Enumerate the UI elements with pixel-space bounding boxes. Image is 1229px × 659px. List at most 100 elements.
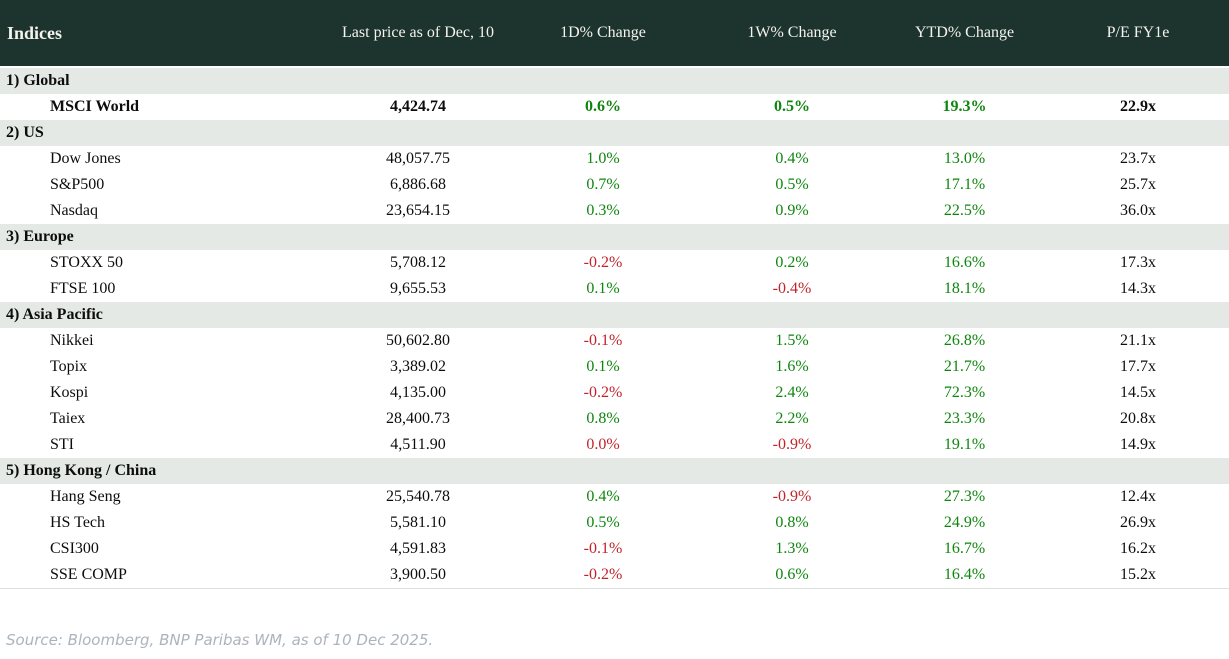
pe-fy1e: 20.8x: [1120, 410, 1156, 427]
last-price: 6,886.68: [390, 176, 446, 193]
pe-fy1e: 23.7x: [1120, 150, 1156, 167]
last-price: 4,511.90: [390, 436, 446, 453]
section-row: 1) Global: [0, 67, 1229, 94]
change-ytd: 13.0%: [943, 150, 986, 167]
change-ytd: 16.6%: [943, 254, 986, 271]
index-name: STOXX 50: [50, 254, 124, 271]
index-name: Dow Jones: [50, 150, 121, 167]
pe-fy1e: 14.3x: [1120, 280, 1156, 297]
index-row: S&P500 6,886.68 0.7% 0.5% 17.1% 25.7x: [0, 172, 1229, 198]
change-ytd: 72.3%: [943, 384, 986, 401]
change-1d: 0.5%: [586, 514, 620, 531]
change-ytd: 19.3%: [942, 98, 987, 115]
index-row: Kospi 4,135.00 -0.2% 2.4% 72.3% 14.5x: [0, 380, 1229, 406]
index-row: Nikkei 50,602.80 -0.1% 1.5% 26.8% 21.1x: [0, 328, 1229, 354]
index-row: SSE COMP 3,900.50 -0.2% 0.6% 16.4% 15.2x: [0, 562, 1229, 589]
last-price: 4,424.74: [390, 98, 446, 115]
pe-fy1e: 26.9x: [1120, 514, 1156, 531]
change-1w: 0.5%: [774, 98, 810, 115]
change-1w: 1.3%: [775, 540, 809, 557]
last-price: 4,591.83: [390, 540, 446, 557]
change-ytd: 23.3%: [943, 410, 986, 427]
last-price: 23,654.15: [386, 202, 450, 219]
index-row: STOXX 50 5,708.12 -0.2% 0.2% 16.6% 17.3x: [0, 250, 1229, 276]
change-1w: -0.9%: [772, 488, 812, 505]
index-row: STI 4,511.90 0.0% -0.9% 19.1% 14.9x: [0, 432, 1229, 458]
change-ytd: 22.5%: [943, 202, 986, 219]
change-1w: 2.2%: [775, 410, 809, 427]
pe-fy1e: 25.7x: [1120, 176, 1156, 193]
section-row: 2) US: [0, 120, 1229, 146]
header-row: Indices Last price as of Dec, 10 1D% Cha…: [0, 0, 1229, 68]
pe-fy1e: 36.0x: [1120, 202, 1156, 219]
indices-table: Indices Last price as of Dec, 10 1D% Cha…: [0, 0, 1229, 589]
last-price: 48,057.75: [386, 150, 450, 167]
change-ytd: 27.3%: [943, 488, 986, 505]
change-1w: 0.2%: [775, 254, 809, 271]
pe-fy1e: 14.9x: [1120, 436, 1156, 453]
change-1d: 0.8%: [586, 410, 620, 427]
change-1d: 0.1%: [586, 280, 620, 297]
change-1w: 2.4%: [775, 384, 809, 401]
section-row: 4) Asia Pacific: [0, 302, 1229, 328]
change-1d: 0.3%: [586, 202, 620, 219]
pe-fy1e: 21.1x: [1120, 332, 1156, 349]
index-row: Nasdaq 23,654.15 0.3% 0.9% 22.5% 36.0x: [0, 198, 1229, 224]
change-1d: -0.2%: [583, 254, 623, 271]
index-row: Dow Jones 48,057.75 1.0% 0.4% 13.0% 23.7x: [0, 146, 1229, 172]
section-label: 4) Asia Pacific: [0, 302, 1229, 328]
last-price: 3,389.02: [390, 358, 446, 375]
index-name: Taiex: [50, 410, 86, 427]
col-header-indices: Indices: [0, 0, 332, 68]
change-1d: 0.4%: [586, 488, 620, 505]
last-price: 5,581.10: [390, 514, 446, 531]
col-header-last-price: Last price as of Dec, 10: [332, 0, 504, 68]
change-ytd: 16.4%: [882, 562, 1047, 589]
index-name: MSCI World: [50, 98, 140, 115]
last-price: 4,135.00: [390, 384, 446, 401]
col-header-1w-change: 1W% Change: [702, 0, 882, 68]
index-name: FTSE 100: [50, 280, 116, 297]
change-1d: 0.6%: [585, 98, 621, 115]
change-1w: 0.5%: [775, 176, 809, 193]
section-label: 5) Hong Kong / China: [0, 458, 1229, 484]
pe-fy1e: 17.7x: [1120, 358, 1156, 375]
section-label: 2) US: [0, 120, 1229, 146]
change-1w: 0.8%: [775, 514, 809, 531]
change-1w: 0.9%: [775, 202, 809, 219]
index-name: STI: [50, 436, 74, 453]
change-ytd: 16.7%: [943, 540, 986, 557]
last-price: 9,655.53: [390, 280, 446, 297]
pe-fy1e: 16.2x: [1120, 540, 1156, 557]
change-1d: 1.0%: [586, 150, 620, 167]
index-name: Topix: [50, 358, 88, 375]
index-row: HS Tech 5,581.10 0.5% 0.8% 24.9% 26.9x: [0, 510, 1229, 536]
section-row: 3) Europe: [0, 224, 1229, 250]
change-1w: 1.6%: [775, 358, 809, 375]
last-price: 5,708.12: [390, 254, 446, 271]
change-1w: 0.6%: [702, 562, 882, 589]
section-label: 1) Global: [0, 67, 1229, 94]
change-1d: 0.0%: [586, 436, 620, 453]
index-row: FTSE 100 9,655.53 0.1% -0.4% 18.1% 14.3x: [0, 276, 1229, 302]
index-row: Topix 3,389.02 0.1% 1.6% 21.7% 17.7x: [0, 354, 1229, 380]
change-ytd: 26.8%: [943, 332, 986, 349]
change-ytd: 21.7%: [943, 358, 986, 375]
index-row: Taiex 28,400.73 0.8% 2.2% 23.3% 20.8x: [0, 406, 1229, 432]
last-price: 3,900.50: [332, 562, 504, 589]
change-1d: -0.1%: [583, 540, 623, 557]
col-header-1d-change: 1D% Change: [504, 0, 702, 68]
change-ytd: 18.1%: [943, 280, 986, 297]
section-label: 3) Europe: [0, 224, 1229, 250]
pe-fy1e: 12.4x: [1120, 488, 1156, 505]
change-1d: -0.1%: [583, 332, 623, 349]
index-name: Hang Seng: [50, 488, 121, 505]
change-ytd: 24.9%: [943, 514, 986, 531]
change-1d: 0.1%: [586, 358, 620, 375]
change-1d: -0.2%: [583, 384, 623, 401]
change-1w: 0.4%: [775, 150, 809, 167]
change-1w: 1.5%: [775, 332, 809, 349]
section-row: 5) Hong Kong / China: [0, 458, 1229, 484]
change-ytd: 17.1%: [943, 176, 986, 193]
change-1d: 0.7%: [586, 176, 620, 193]
